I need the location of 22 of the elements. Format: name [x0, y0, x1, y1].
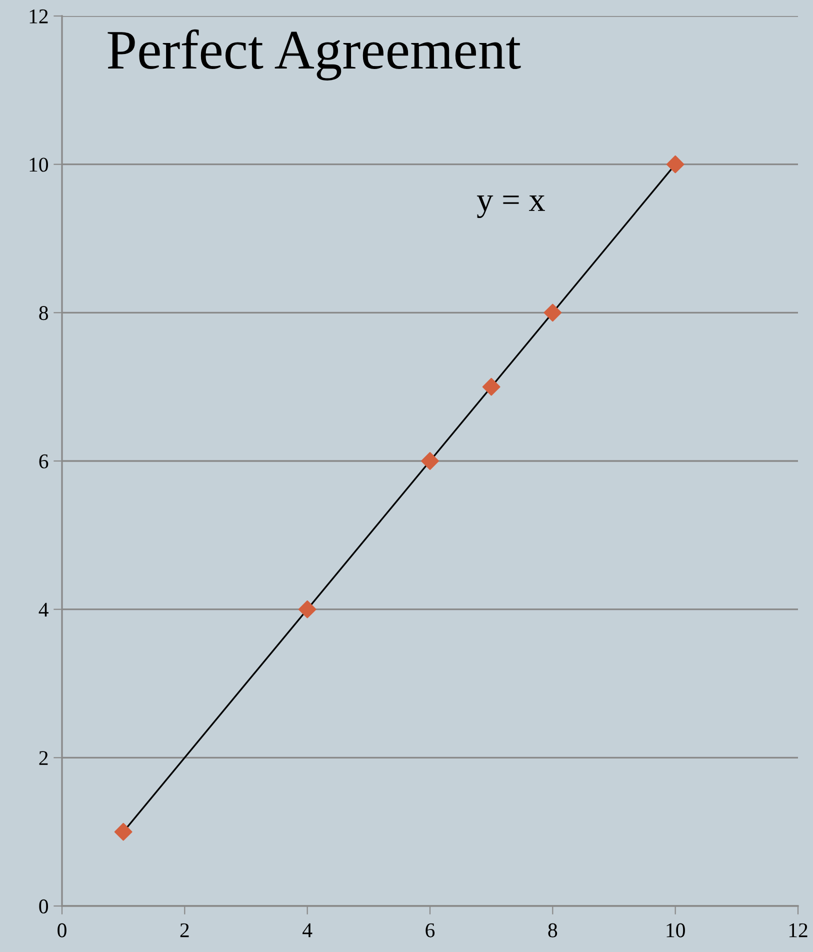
y-tick-label: 4 [38, 602, 48, 617]
point [298, 600, 316, 618]
point [482, 378, 500, 396]
y-tick-label: 10 [30, 158, 48, 172]
x-tick-label: 4 [302, 923, 312, 938]
y-tick-label: 12 [30, 9, 48, 24]
y-tick-label: 6 [39, 454, 48, 468]
x-tick-label: 2 [180, 923, 189, 938]
point [666, 155, 684, 174]
y-tick-label: 0 [39, 899, 48, 914]
x-tick-label: 10 [666, 923, 685, 938]
y-tick-label: 2 [39, 751, 48, 765]
chart-title: Perfect Agreement [108, 29, 521, 80]
point [114, 822, 132, 841]
point [421, 452, 439, 470]
x-tick-label: 6 [426, 923, 435, 938]
x-tick-label: 8 [548, 923, 558, 938]
x-tick-label: 12 [789, 923, 808, 938]
point [544, 304, 562, 322]
x-tick-label: 0 [58, 923, 66, 938]
y-tick-label: 8 [39, 306, 48, 320]
annotation: y = x [476, 196, 545, 218]
